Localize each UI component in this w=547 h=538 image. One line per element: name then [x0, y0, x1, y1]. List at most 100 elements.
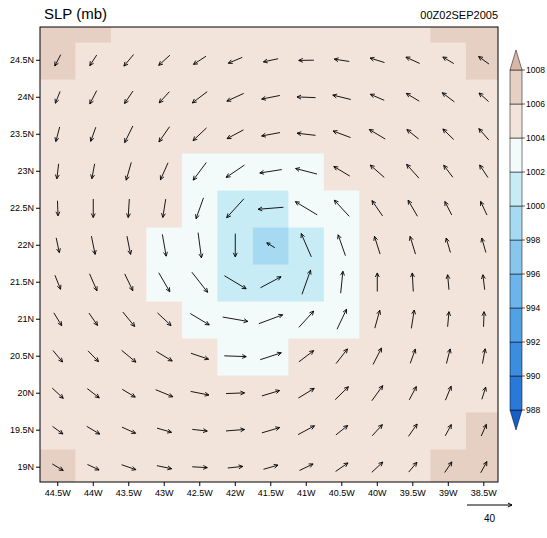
slp-cell [324, 190, 360, 228]
slp-cell [182, 375, 218, 413]
wind-arrow [408, 424, 417, 436]
slp-cell [253, 449, 289, 482]
x-tick-label: 40.5W [329, 488, 356, 498]
wind-arrow [411, 310, 415, 328]
wind-arrow [55, 127, 60, 142]
colorbar-segment [510, 240, 522, 274]
wind-arrow [336, 463, 348, 472]
reference-arrow [467, 503, 512, 507]
slp-cell [466, 227, 498, 265]
wind-arrow [333, 131, 350, 138]
colorbar-tick [522, 342, 525, 343]
slp-cell [431, 227, 467, 265]
slp-cell [289, 338, 325, 376]
slp-cell [76, 190, 112, 228]
wind-arrow [127, 236, 132, 254]
x-tick-label: 39W [439, 488, 458, 498]
x-tick-label: 41.5W [258, 488, 285, 498]
slp-cell [289, 42, 325, 80]
wind-arrow [258, 207, 283, 211]
slp-cell [40, 227, 76, 265]
slp-cell [253, 338, 289, 376]
slp-cell [40, 412, 76, 450]
slp-cell [147, 264, 183, 302]
y-tick-label: 23.5N [10, 129, 34, 139]
wind-arrow [54, 313, 62, 326]
slp-cell [431, 449, 467, 482]
slp-cell [111, 449, 147, 482]
slp-cell [324, 116, 360, 154]
slp-cell [466, 449, 498, 482]
slp-cell [218, 153, 254, 191]
x-tick [199, 482, 200, 486]
wind-arrow [298, 426, 314, 435]
wind-arrow [372, 201, 383, 216]
slp-cell [111, 116, 147, 154]
slp-cell [395, 27, 431, 42]
slp-cell [466, 27, 498, 42]
slp-cell [395, 449, 431, 482]
wind-arrow [157, 466, 172, 470]
wind-arrow [89, 313, 98, 325]
wind-arrow [55, 275, 61, 289]
wind-arrow [267, 243, 275, 248]
wind-arrow [409, 462, 417, 472]
slp-cell [289, 79, 325, 117]
x-tick-label: 40W [368, 488, 387, 498]
slp-cell [253, 116, 289, 154]
wind-arrow [90, 91, 97, 104]
y-tick-label: 24.5N [10, 55, 34, 65]
slp-cell [111, 264, 147, 302]
slp-cell [182, 116, 218, 154]
wind-arrow [409, 387, 416, 400]
colorbar-label: 992 [526, 337, 540, 347]
colorbar-segment [510, 274, 522, 308]
wind-arrow [87, 464, 99, 470]
slp-cell [111, 338, 147, 376]
x-tick [128, 482, 129, 486]
wind-arrow [226, 165, 244, 177]
slp-cell [147, 153, 183, 191]
wind-arrow [90, 274, 98, 291]
slp-cell [76, 301, 112, 339]
x-tick [483, 482, 484, 486]
wind-arrow [125, 162, 131, 180]
wind-arrow [341, 271, 345, 293]
slp-cell [431, 79, 467, 117]
wind-arrow [411, 273, 415, 292]
slp-cell [147, 79, 183, 117]
slp-cell [111, 79, 147, 117]
colorbar-label: 988 [526, 405, 540, 415]
slp-cell [395, 338, 431, 376]
wind-arrow [375, 273, 379, 292]
slp-cell [289, 116, 325, 154]
wind-arrow [198, 233, 203, 258]
slp-cell [76, 116, 112, 154]
y-tick-label: 21N [17, 314, 34, 324]
wind-arrow [442, 93, 454, 102]
slp-cell [395, 412, 431, 450]
slp-cell [253, 27, 289, 42]
slp-cell [466, 153, 498, 191]
slp-cell [182, 264, 218, 302]
wind-arrow [264, 464, 279, 469]
wind-arrow [296, 168, 317, 174]
wind-vectors [52, 55, 489, 473]
wind-arrow [91, 164, 95, 179]
colorbar-segment [510, 206, 522, 240]
slp-cell [147, 449, 183, 482]
wind-arrow [162, 199, 166, 217]
colorbar-tick [522, 138, 525, 139]
wind-arrow [262, 133, 280, 138]
wind-arrow [55, 164, 59, 179]
wind-arrow [192, 465, 207, 469]
wind-arrow [446, 349, 451, 364]
y-tick [36, 467, 40, 468]
slp-cell [289, 264, 325, 302]
colorbar-label: 1004 [526, 133, 545, 143]
wind-arrow [370, 165, 384, 177]
slp-cell [76, 338, 112, 376]
reference-label: 40 [484, 513, 496, 524]
slp-cell [218, 227, 254, 265]
y-tick-label: 24N [17, 92, 34, 102]
